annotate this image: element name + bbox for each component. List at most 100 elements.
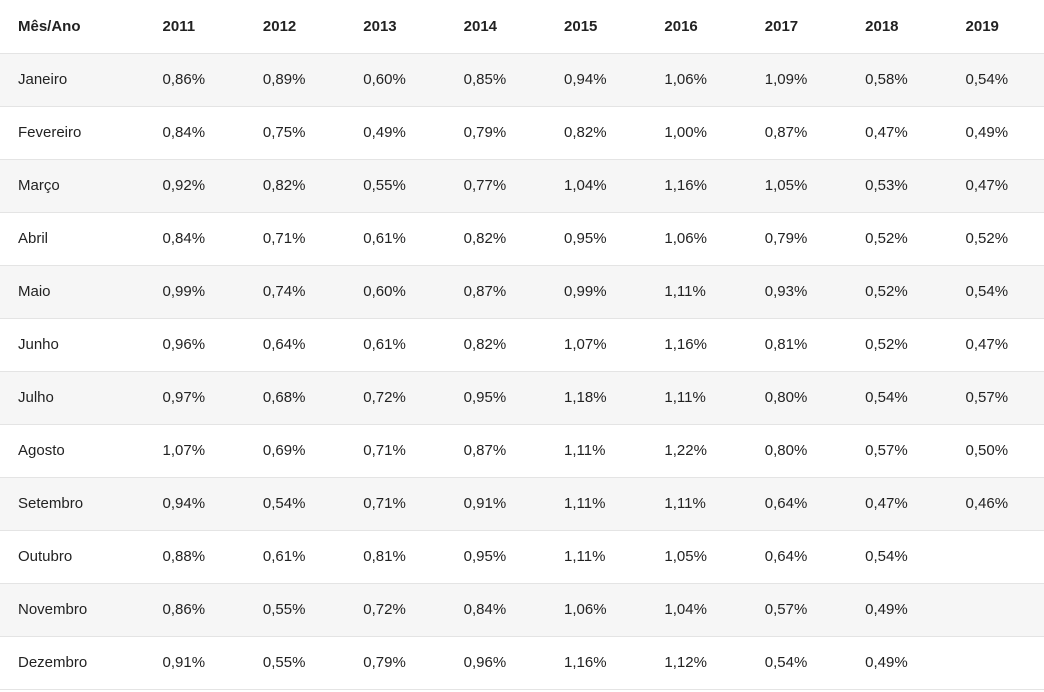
value-cell: 0,64% [743, 530, 843, 583]
value-cell: 1,11% [542, 424, 642, 477]
value-cell: 0,71% [241, 212, 341, 265]
value-cell: 0,88% [141, 530, 241, 583]
value-cell: 0,54% [843, 371, 943, 424]
value-cell: 0,87% [442, 265, 542, 318]
value-cell: 0,79% [442, 106, 542, 159]
value-cell [944, 583, 1044, 636]
value-cell: 0,54% [944, 53, 1044, 106]
table-row: Junho 0,96% 0,64% 0,61% 0,82% 1,07% 1,16… [0, 318, 1044, 371]
value-cell: 0,84% [141, 212, 241, 265]
value-cell: 1,16% [642, 318, 742, 371]
value-cell: 0,80% [743, 424, 843, 477]
value-cell: 1,05% [743, 159, 843, 212]
value-cell: 0,79% [341, 636, 441, 689]
month-cell: Março [0, 159, 141, 212]
value-cell: 0,87% [743, 106, 843, 159]
table-row: Abril 0,84% 0,71% 0,61% 0,82% 0,95% 1,06… [0, 212, 1044, 265]
value-cell: 0,74% [241, 265, 341, 318]
value-cell: 0,85% [442, 53, 542, 106]
value-cell: 1,04% [542, 159, 642, 212]
header-year: 2016 [642, 0, 742, 53]
value-cell: 0,99% [542, 265, 642, 318]
value-cell: 0,47% [944, 159, 1044, 212]
header-year: 2012 [241, 0, 341, 53]
value-cell: 0,82% [442, 318, 542, 371]
value-cell: 1,04% [642, 583, 742, 636]
table-row: Setembro 0,94% 0,54% 0,71% 0,91% 1,11% 1… [0, 477, 1044, 530]
month-cell: Fevereiro [0, 106, 141, 159]
value-cell: 0,84% [141, 106, 241, 159]
value-cell: 0,47% [843, 477, 943, 530]
value-cell: 0,53% [843, 159, 943, 212]
header-year: 2018 [843, 0, 943, 53]
month-cell: Outubro [0, 530, 141, 583]
value-cell: 1,18% [542, 371, 642, 424]
value-cell: 0,57% [944, 371, 1044, 424]
month-cell: Junho [0, 318, 141, 371]
table-row: Janeiro 0,86% 0,89% 0,60% 0,85% 0,94% 1,… [0, 53, 1044, 106]
table-row: Outubro 0,88% 0,61% 0,81% 0,95% 1,11% 1,… [0, 530, 1044, 583]
table-row: Março 0,92% 0,82% 0,55% 0,77% 1,04% 1,16… [0, 159, 1044, 212]
value-cell: 0,49% [843, 583, 943, 636]
value-cell: 0,54% [241, 477, 341, 530]
value-cell: 1,22% [642, 424, 742, 477]
value-cell: 0,72% [341, 583, 441, 636]
table-body: Janeiro 0,86% 0,89% 0,60% 0,85% 0,94% 1,… [0, 53, 1044, 689]
header-year: 2015 [542, 0, 642, 53]
value-cell: 0,60% [341, 53, 441, 106]
table-row: Dezembro 0,91% 0,55% 0,79% 0,96% 1,16% 1… [0, 636, 1044, 689]
value-cell: 0,64% [743, 477, 843, 530]
value-cell: 1,05% [642, 530, 742, 583]
value-cell: 0,96% [442, 636, 542, 689]
table-row: Agosto 1,07% 0,69% 0,71% 0,87% 1,11% 1,2… [0, 424, 1044, 477]
value-cell: 1,06% [542, 583, 642, 636]
value-cell: 1,11% [642, 371, 742, 424]
value-cell: 0,84% [442, 583, 542, 636]
value-cell: 0,91% [442, 477, 542, 530]
month-cell: Dezembro [0, 636, 141, 689]
month-cell: Maio [0, 265, 141, 318]
value-cell: 0,57% [843, 424, 943, 477]
value-cell: 0,89% [241, 53, 341, 106]
value-cell: 1,16% [542, 636, 642, 689]
header-year: 2014 [442, 0, 542, 53]
value-cell: 0,81% [341, 530, 441, 583]
value-cell: 0,61% [341, 318, 441, 371]
value-cell: 1,07% [141, 424, 241, 477]
value-cell: 1,11% [542, 477, 642, 530]
value-cell: 0,80% [743, 371, 843, 424]
value-cell: 0,61% [341, 212, 441, 265]
month-cell: Julho [0, 371, 141, 424]
value-cell: 0,75% [241, 106, 341, 159]
value-cell: 0,91% [141, 636, 241, 689]
value-cell: 1,12% [642, 636, 742, 689]
value-cell: 0,55% [341, 159, 441, 212]
table-row: Novembro 0,86% 0,55% 0,72% 0,84% 1,06% 1… [0, 583, 1044, 636]
value-cell: 0,54% [743, 636, 843, 689]
value-cell: 1,09% [743, 53, 843, 106]
value-cell: 0,68% [241, 371, 341, 424]
month-cell: Setembro [0, 477, 141, 530]
value-cell: 0,72% [341, 371, 441, 424]
value-cell: 1,11% [642, 265, 742, 318]
month-cell: Agosto [0, 424, 141, 477]
value-cell: 0,79% [743, 212, 843, 265]
value-cell: 0,54% [944, 265, 1044, 318]
value-cell: 0,82% [241, 159, 341, 212]
value-cell: 0,95% [442, 530, 542, 583]
value-cell: 0,47% [944, 318, 1044, 371]
value-cell: 0,69% [241, 424, 341, 477]
value-cell: 0,52% [843, 265, 943, 318]
header-year: 2011 [141, 0, 241, 53]
value-cell: 0,71% [341, 477, 441, 530]
table-row: Maio 0,99% 0,74% 0,60% 0,87% 0,99% 1,11%… [0, 265, 1044, 318]
value-cell: 0,71% [341, 424, 441, 477]
header-year: 2013 [341, 0, 441, 53]
value-cell: 0,87% [442, 424, 542, 477]
value-cell: 0,60% [341, 265, 441, 318]
header-year: 2017 [743, 0, 843, 53]
value-cell: 0,55% [241, 636, 341, 689]
value-cell: 1,16% [642, 159, 742, 212]
value-cell: 0,93% [743, 265, 843, 318]
value-cell: 0,77% [442, 159, 542, 212]
